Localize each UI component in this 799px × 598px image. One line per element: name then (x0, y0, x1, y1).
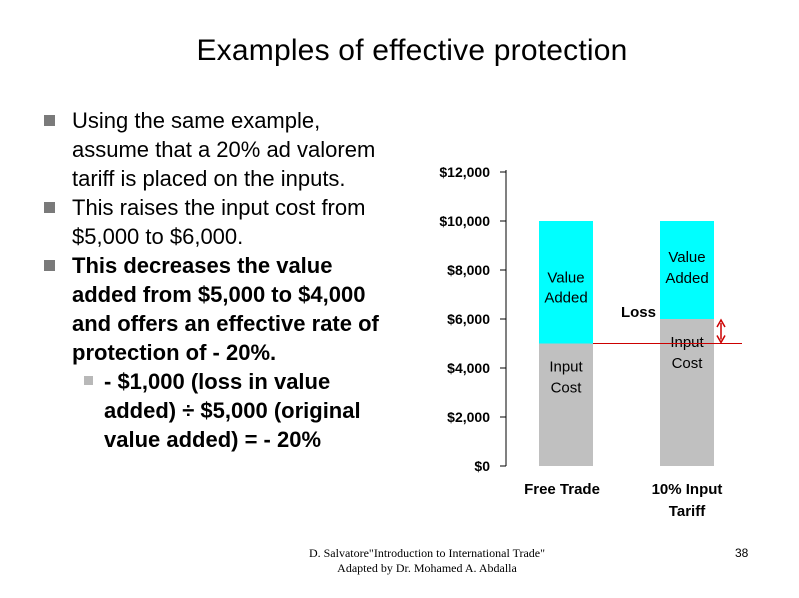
category-label: Tariff (669, 503, 706, 520)
category-label: 10% Input (652, 481, 723, 498)
bar-segment-label: Value (547, 269, 584, 286)
bar-segment-label: Cost (551, 380, 583, 397)
bullet-item: Using the same example, assume that a 20… (42, 106, 402, 193)
square-bullet-icon (44, 202, 55, 213)
loss-annotation-label: Loss (621, 304, 656, 321)
y-tick-label: $8,000 (447, 262, 490, 278)
footer-line: Adapted by Dr. Mohamed A. Abdalla (337, 561, 517, 575)
page-number: 38 (735, 546, 749, 560)
stacked-bar-chart: $0 $2,000 $4,000 $6,000 $8,000 $10,000 $12,000… (439, 164, 742, 520)
footer-citation: D. Salvatore"Introduction to Internation… (292, 546, 562, 576)
bar-segment-label: Added (665, 270, 708, 287)
square-bullet-icon (44, 115, 55, 126)
bar-segment-label: Cost (672, 355, 704, 372)
footer-line: D. Salvatore"Introduction to Internation… (308, 546, 546, 560)
slide-title: Examples of effective protection (196, 34, 628, 67)
bar-segment-value-added (539, 221, 593, 344)
sub-bullet-text: - $1,000 (loss in value added) ÷ $5,000 … (104, 369, 361, 452)
y-tick-label: $10,000 (439, 213, 490, 229)
bullet-list: Using the same example, assume that a 20… (42, 106, 402, 454)
loss-arrow-head-down-icon (716, 335, 726, 345)
y-tick-label: $12,000 (439, 164, 490, 180)
y-tick-label: $0 (474, 458, 490, 474)
bullet-item: This raises the input cost from $5,000 t… (42, 193, 402, 251)
bar-segment-label: Input (549, 359, 583, 376)
bullet-item: This decreases the value added from $5,0… (42, 251, 402, 367)
bar-segment-label: Value (668, 249, 705, 266)
y-tick-label: $4,000 (447, 360, 490, 376)
bar-segment-label: Added (544, 289, 587, 306)
bar-segment-label: Input (670, 334, 704, 351)
bar-segment-value-added (660, 221, 714, 319)
bullet-text: Using the same example, assume that a 20… (72, 108, 376, 191)
sub-bullet-item: - $1,000 (loss in value added) ÷ $5,000 … (42, 367, 402, 454)
y-tick-label: $6,000 (447, 311, 490, 327)
square-bullet-icon (44, 260, 55, 271)
bar-segment-input-cost (539, 343, 593, 466)
bullet-text: This raises the input cost from $5,000 t… (72, 195, 366, 249)
category-label: Free Trade (524, 481, 600, 498)
bullet-text: This decreases the value added from $5,0… (72, 253, 379, 365)
y-tick-label: $2,000 (447, 409, 490, 425)
square-bullet-icon (84, 376, 93, 385)
loss-arrow-head-up-icon (716, 318, 726, 328)
